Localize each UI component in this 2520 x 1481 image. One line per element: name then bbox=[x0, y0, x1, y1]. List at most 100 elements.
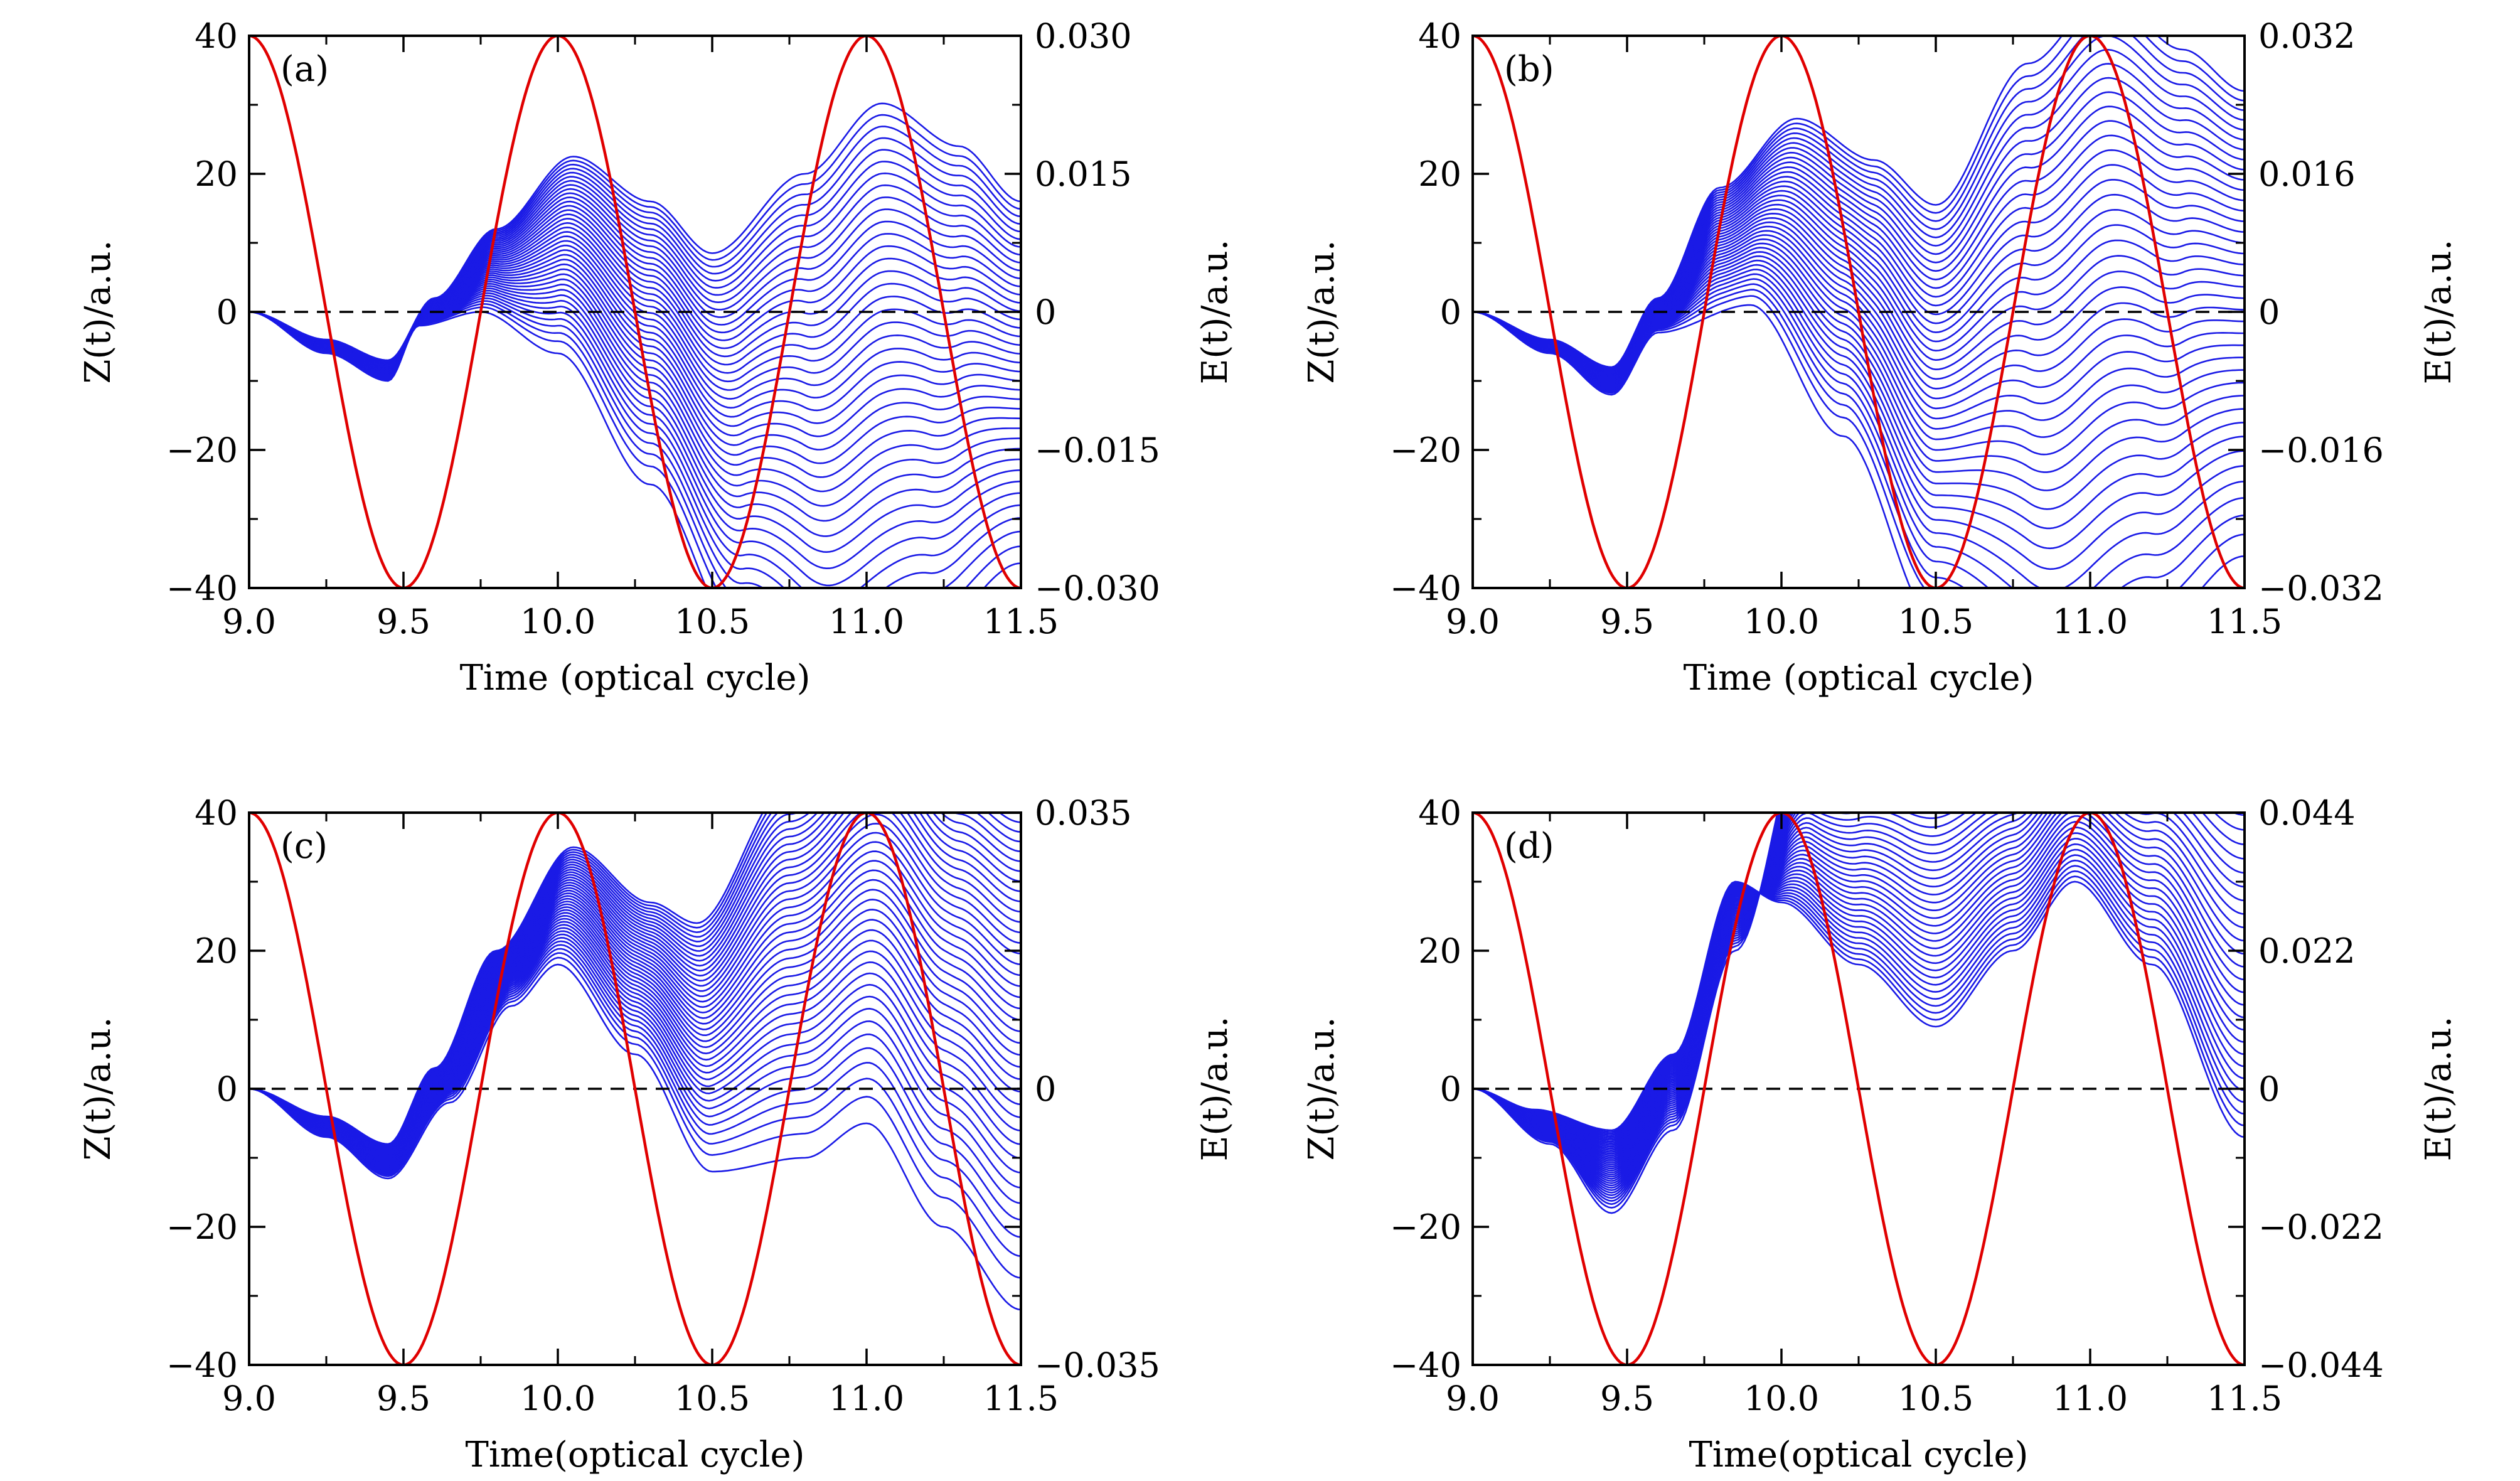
y2-axis-title: E(t)/a.u. bbox=[1195, 1017, 1236, 1162]
y2-tick-label: 0.035 bbox=[1035, 793, 1132, 833]
trajectory-line bbox=[1473, 683, 2245, 1190]
y2-tick-label: −0.015 bbox=[1035, 430, 1160, 470]
y2-tick-label: 0 bbox=[2258, 1069, 2280, 1109]
y-tick-label: 40 bbox=[195, 16, 238, 56]
trajectory-line bbox=[1473, 768, 2245, 1165]
y-axis-title: Z(t)/a.u. bbox=[78, 1017, 119, 1160]
trajectory-line bbox=[1473, 833, 2245, 1145]
y2-tick-label: 0.044 bbox=[2258, 793, 2356, 833]
y2-tick-label: 0 bbox=[2258, 292, 2280, 332]
x-axis-title: Time (optical cycle) bbox=[460, 658, 811, 698]
x-tick-label: 11.0 bbox=[2053, 1379, 2128, 1418]
y-tick-label: 0 bbox=[1440, 1069, 1461, 1109]
x-tick-label: 9.5 bbox=[376, 1379, 430, 1418]
y2-tick-label: 0.015 bbox=[1035, 154, 1132, 194]
y-tick-label: 0 bbox=[216, 1069, 238, 1109]
trajectory-line bbox=[1473, 798, 2245, 1155]
x-tick-label: 10.5 bbox=[1898, 602, 1973, 641]
y2-tick-label: 0 bbox=[1035, 1069, 1056, 1109]
x-tick-label: 10.0 bbox=[520, 1379, 595, 1418]
y-tick-label: −40 bbox=[166, 569, 238, 608]
y2-tick-label: −0.044 bbox=[2258, 1345, 2384, 1385]
x-axis-title: Time (optical cycle) bbox=[1684, 658, 2034, 698]
y-tick-label: −40 bbox=[1390, 569, 1461, 608]
trajectory-line bbox=[1473, 290, 2245, 665]
trajectory-line bbox=[1473, 816, 2245, 1150]
y-tick-label: 0 bbox=[216, 292, 238, 332]
trajectory-line bbox=[1473, 64, 2245, 370]
trajectory-line bbox=[249, 293, 1021, 585]
y-tick-label: 20 bbox=[195, 931, 238, 971]
y-axis-title: Z(t)/a.u. bbox=[1301, 240, 1342, 383]
x-tick-label: 9.5 bbox=[1600, 1379, 1654, 1418]
x-tick-label: 9.5 bbox=[376, 602, 430, 641]
trajectory-line bbox=[1473, 191, 2245, 375]
y2-tick-label: 0 bbox=[1035, 292, 1056, 332]
x-tick-label: 11.0 bbox=[2053, 602, 2128, 641]
x-tick-label: 9.5 bbox=[1600, 602, 1654, 641]
trajectory-line bbox=[1473, 729, 2245, 1177]
y-tick-label: −40 bbox=[166, 1345, 238, 1385]
trajectory-line bbox=[249, 870, 1021, 1158]
y-axis-title: Z(t)/a.u. bbox=[78, 240, 119, 383]
x-tick-label: 11.0 bbox=[829, 602, 904, 641]
y2-tick-label: 0.016 bbox=[2258, 154, 2356, 194]
trajectory-line bbox=[249, 925, 1021, 1167]
y-tick-label: −20 bbox=[166, 1207, 238, 1247]
trajectory-line bbox=[1473, 699, 2245, 1185]
panel-a: 9.0 9.5 10.0 10.5 11.0 11.5 40 20 0 −20 −40 0.030 0.… bbox=[78, 16, 1236, 726]
trajectory-line bbox=[1473, 735, 2245, 1175]
panel-label: (b) bbox=[1504, 49, 1554, 90]
figure-canvas: 9.0 9.5 10.0 10.5 11.0 11.540200−20−400.0300.… bbox=[0, 0, 2520, 1481]
trajectory-line bbox=[1473, 721, 2245, 1179]
x-axis-title: Time(optical cycle) bbox=[465, 1435, 804, 1475]
plot-area bbox=[249, 702, 1021, 1365]
panel-b: 9.0 9.5 10.0 10.5 11.0 11.5 40 20 0 −20 −40 0.032 0.… bbox=[1301, 0, 2459, 740]
y2-tick-label: −0.035 bbox=[1035, 1345, 1160, 1385]
panel-label: (c) bbox=[280, 826, 328, 867]
y2-axis-title: E(t)/a.u. bbox=[1195, 240, 1236, 385]
x-tick-label: 10.5 bbox=[675, 602, 750, 641]
y-tick-label: 40 bbox=[195, 793, 238, 833]
trajectory-line bbox=[1473, 239, 2245, 439]
trajectory-line bbox=[1473, 822, 2245, 1148]
trajectory-line bbox=[1473, 742, 2245, 1172]
x-tick-label: 10.0 bbox=[520, 602, 595, 641]
trajectory-line bbox=[1473, 786, 2245, 1159]
trajectory-line bbox=[249, 815, 1021, 1153]
trajectory-line bbox=[249, 296, 1021, 603]
y-tick-label: 20 bbox=[195, 154, 238, 194]
y-tick-label: −20 bbox=[1390, 430, 1461, 470]
plot-area bbox=[249, 36, 1021, 726]
y-tick-label: 0 bbox=[1440, 292, 1461, 332]
y-tick-label: 20 bbox=[1418, 154, 1461, 194]
panel-c: 9.0 9.5 10.0 10.5 11.0 11.5 40 20 0 −20 −40 0.035 0 −… bbox=[78, 702, 1236, 1475]
trajectory-line bbox=[249, 150, 1021, 362]
x-tick-label: 10.5 bbox=[675, 1379, 750, 1418]
y-tick-label: −20 bbox=[166, 430, 238, 470]
y2-tick-label: −0.032 bbox=[2258, 569, 2384, 608]
y-tick-label: 20 bbox=[1418, 931, 1461, 971]
x-tick-label: 10.0 bbox=[1744, 1379, 1819, 1418]
y-tick-label: −40 bbox=[1390, 1345, 1461, 1385]
trajectory-line bbox=[1473, 243, 2245, 454]
y2-axis-title: E(t)/a.u. bbox=[2418, 1017, 2459, 1162]
y2-axis-title: E(t)/a.u. bbox=[2418, 240, 2459, 385]
x-tick-label: 10.0 bbox=[1744, 602, 1819, 641]
trajectory-line bbox=[249, 104, 1021, 360]
x-tick-label: 10.5 bbox=[1898, 1379, 1973, 1418]
y-tick-label: 40 bbox=[1418, 16, 1461, 56]
trajectory-line bbox=[1473, 260, 2245, 528]
y-tick-label: −20 bbox=[1390, 1207, 1461, 1247]
trajectory-line bbox=[1473, 707, 2245, 1183]
y2-tick-label: −0.022 bbox=[2258, 1207, 2384, 1247]
y-tick-label: 40 bbox=[1418, 793, 1461, 833]
x-tick-label: 11.0 bbox=[829, 1379, 904, 1418]
y2-tick-label: 0.022 bbox=[2258, 931, 2356, 971]
y2-tick-label: −0.016 bbox=[2258, 430, 2384, 470]
y2-tick-label: −0.030 bbox=[1035, 569, 1160, 608]
y2-tick-label: 0.032 bbox=[2258, 16, 2356, 56]
y-axis-title: Z(t)/a.u. bbox=[1301, 1017, 1342, 1160]
x-axis-title: Time(optical cycle) bbox=[1689, 1435, 2028, 1475]
plot-area bbox=[1473, 0, 2245, 740]
